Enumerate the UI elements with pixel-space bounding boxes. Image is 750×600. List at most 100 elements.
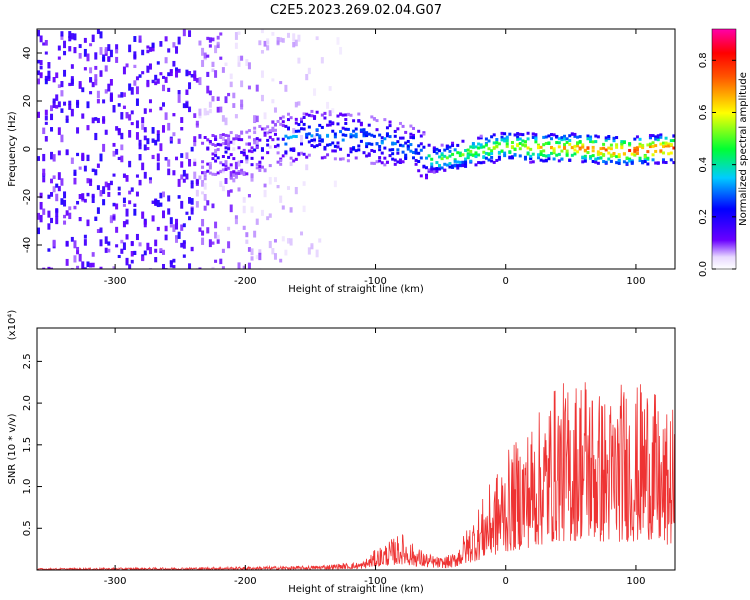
spectrogram-cell — [477, 161, 481, 165]
spectrogram-cell — [333, 149, 337, 153]
spectrogram-cell — [180, 161, 184, 168]
spectrogram-cell — [607, 157, 611, 161]
spectrogram-cell — [266, 131, 270, 135]
spectrogram-cell — [669, 143, 673, 147]
spectrogram-cell — [229, 81, 233, 88]
spectrogram-cell — [594, 140, 598, 144]
spectrogram-cell — [167, 72, 171, 77]
spectrogram-cell — [203, 171, 207, 175]
spectrogram-cell — [367, 132, 371, 136]
spectrogram-cell — [641, 161, 645, 165]
colorbar-tick-label: 0.6 — [698, 105, 709, 121]
spectrogram-cell — [396, 148, 400, 152]
spectrogram-cell — [258, 168, 262, 173]
colorbar-ticks: 0.0 0.2 0.4 0.6 0.8 — [698, 52, 736, 277]
spectrogram-cell — [221, 163, 225, 167]
spectrogram-cell — [510, 140, 514, 144]
spectrogram-cell — [552, 133, 556, 137]
spectrogram-cell — [201, 160, 205, 164]
spectrogram-cell — [594, 134, 598, 138]
spectrogram-cell — [536, 143, 540, 147]
spectrogram-cell — [313, 138, 317, 142]
spectrogram-cell — [417, 151, 421, 155]
spectrogram-cell — [208, 239, 212, 248]
spectrogram-cell — [112, 266, 116, 269]
spectrogram-cell — [115, 56, 119, 63]
colorbar-tick-label: 0.2 — [698, 209, 709, 225]
spectrogram-cell — [279, 195, 283, 203]
spectrogram-cell — [568, 158, 572, 162]
spectrogram-cell — [208, 166, 212, 170]
spectrogram-cell — [175, 156, 179, 161]
spectrogram-cell — [148, 177, 152, 181]
spectrogram-cell — [258, 124, 262, 128]
spectrogram-cell — [565, 137, 569, 141]
spectrogram-cell — [237, 146, 241, 150]
spectrogram-cell — [453, 158, 457, 162]
spectrogram-cell — [307, 67, 311, 75]
spectrogram-cell — [169, 217, 173, 225]
spectrogram-cell — [464, 160, 468, 164]
spectrogram-cell — [172, 265, 176, 269]
spectrogram-cell — [117, 186, 121, 191]
spectrogram-cell — [292, 41, 296, 48]
spectrogram-cell — [206, 36, 210, 41]
snr-frame — [36, 327, 676, 571]
spectrogram-cell — [648, 145, 652, 149]
spectrogram-cell — [224, 164, 228, 168]
spectrogram-cell — [240, 171, 244, 175]
spectrogram-cell — [557, 141, 561, 145]
spectrogram-cell — [260, 127, 264, 131]
spectrogram-cell — [130, 87, 134, 95]
spectrogram-cell — [219, 170, 223, 174]
spectrogram-cell — [122, 173, 126, 178]
spectrogram-cell — [214, 154, 218, 158]
spectrogram-cell — [474, 163, 478, 167]
spectrogram-cell — [495, 158, 499, 162]
spectrogram-cell — [435, 161, 439, 165]
spectrogram-cell — [135, 76, 139, 81]
spectrogram-cell — [112, 105, 116, 113]
spectrogram-cell — [60, 198, 64, 205]
spectrogram-cell — [206, 227, 210, 234]
spectrogram-cell — [271, 120, 275, 124]
spectrogram-cell — [510, 146, 514, 150]
spectrogram-cell — [273, 132, 277, 136]
spectrogram-cell — [591, 140, 595, 144]
spectrogram-cell — [221, 248, 225, 253]
spectrogram-cell — [451, 152, 455, 156]
spectrogram-cell — [211, 152, 215, 156]
spectrogram-cell — [96, 99, 100, 104]
spectrogram-cell — [289, 156, 293, 160]
spectrogram-cell — [130, 250, 134, 257]
spectrogram-cell — [393, 142, 397, 146]
spectrogram-cell — [211, 266, 215, 269]
spectrogram-cell — [180, 117, 184, 123]
spectrogram-cell — [102, 116, 106, 122]
spectrogram-cell — [57, 186, 61, 192]
spectrogram-cell — [164, 112, 168, 120]
spectrogram-cell — [169, 224, 173, 228]
spectrogram-cell — [104, 65, 108, 72]
spectrogram-cell — [667, 152, 671, 156]
spectrogram-cell — [393, 134, 397, 138]
spectrogram-cell — [89, 79, 93, 83]
spectrogram-cell — [190, 246, 194, 252]
spectrogram-cell — [125, 63, 129, 68]
spectrogram-cell — [307, 153, 311, 157]
spectrogram-cell — [409, 149, 413, 153]
spectrogram-cell — [227, 142, 231, 149]
spectrogram-cell — [273, 145, 277, 149]
spectrogram-cell — [268, 135, 272, 139]
spectrogram-cell — [607, 137, 611, 141]
spectrogram-cell — [664, 136, 668, 140]
spectrogram-cell — [633, 137, 637, 141]
spectrogram-cell — [203, 182, 207, 190]
spectrogram-cell — [206, 146, 210, 150]
spectrogram-cell — [86, 125, 90, 131]
spectrogram-cell — [617, 155, 621, 159]
spectrogram-cell — [78, 166, 82, 170]
spectrogram-cell — [656, 134, 660, 138]
colorbar-tick-label: 0.0 — [698, 261, 709, 277]
spectrogram-cell — [42, 208, 46, 215]
